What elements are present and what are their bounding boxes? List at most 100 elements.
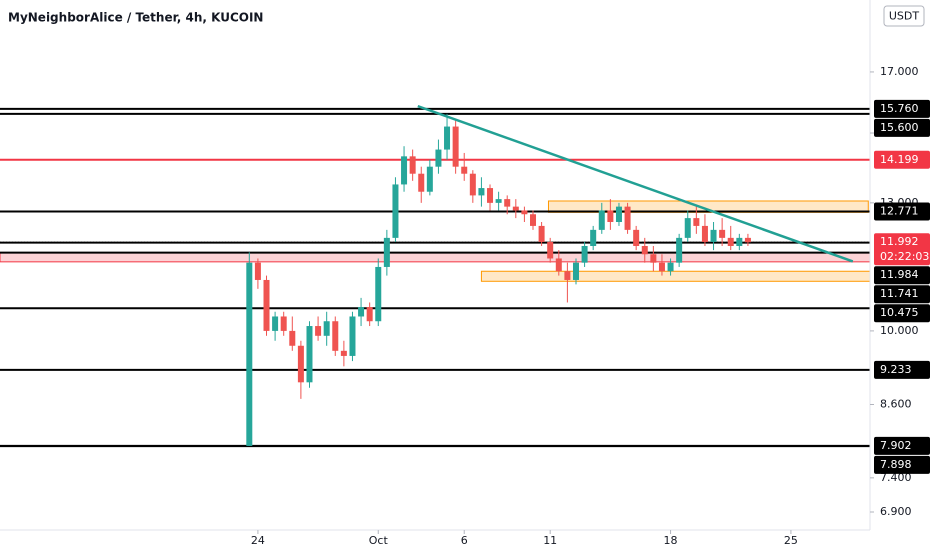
currency-box[interactable] (883, 5, 925, 27)
candle-body (624, 206, 631, 230)
candle-body (452, 126, 459, 167)
candle-body (598, 210, 605, 230)
x-tick-label: 6 (461, 534, 468, 547)
candle-body (246, 262, 253, 446)
candle-body (530, 214, 537, 226)
candle-body (572, 262, 579, 280)
level-label: 9.233 (880, 363, 912, 376)
candle-body (512, 206, 519, 211)
y-tick-label: 7.400 (880, 471, 912, 484)
level-label: 10.475 (880, 306, 919, 319)
level-label: 14.199 (880, 153, 919, 166)
level-label: 7.898 (880, 458, 912, 471)
price-label-box (874, 304, 930, 323)
zone (480, 270, 871, 282)
price-label-box (874, 285, 930, 304)
price-label-box (874, 202, 930, 221)
level-label: 11.984 (880, 268, 919, 281)
price-label-box (874, 436, 930, 455)
candle-body (555, 258, 562, 272)
chart-title: MyNeighborAlice / Tether, 4h, KUCOIN (8, 11, 263, 25)
level-label: 15.760 (880, 102, 919, 115)
candle-body (272, 316, 279, 331)
candle-body (426, 166, 433, 192)
candle-body (383, 237, 390, 267)
candle-body (504, 199, 511, 207)
candle-body (375, 266, 382, 322)
x-tick-label: 24 (251, 534, 265, 547)
x-tick-label: 18 (664, 534, 678, 547)
level-label: 7.902 (880, 439, 912, 452)
candle-body (358, 307, 365, 317)
zone (0, 252, 871, 263)
countdown: 02:22:03 (880, 250, 929, 263)
candle-body (667, 262, 674, 272)
candle-body (590, 229, 597, 247)
candle-body (633, 229, 640, 247)
candle-body (392, 184, 399, 238)
candle-body (349, 316, 356, 356)
candle-body (297, 345, 304, 383)
candle-body (744, 237, 751, 243)
trendline (417, 104, 854, 263)
candle-body (366, 307, 373, 322)
candle-body (676, 237, 683, 263)
candle-body (487, 188, 494, 203)
candle-body (641, 246, 648, 255)
y-tick-label: 6.900 (880, 505, 912, 518)
candle-body (615, 206, 622, 222)
candle-body (280, 316, 287, 331)
candle-body (409, 156, 416, 174)
level-label: 15.600 (880, 121, 919, 134)
candle-body (289, 330, 296, 346)
candle-body (435, 149, 442, 167)
candle-body (710, 229, 717, 242)
candle-body (263, 279, 270, 331)
price-label-box (874, 266, 930, 285)
y-tick-label: 8.600 (880, 398, 912, 411)
candle-body (461, 166, 468, 174)
candle-body (315, 326, 322, 336)
candle-body (340, 350, 347, 356)
candle-body (719, 229, 726, 238)
candle-body (650, 254, 657, 263)
candle-body (607, 210, 614, 222)
candle-body (684, 218, 691, 238)
level-label: 12.771 (880, 205, 919, 218)
y-tick-label: 10.000 (880, 324, 919, 337)
price-label-box (874, 150, 930, 169)
candle-body (469, 173, 476, 196)
price-axis: 17.00015.00013.00010.0008.6007.4006.9001… (870, 65, 930, 518)
candle-body (693, 218, 700, 226)
candle-body (495, 199, 502, 203)
last-price-label: 11.992 (880, 235, 919, 248)
candle-body (581, 246, 588, 263)
x-tick-label: 25 (784, 534, 798, 547)
price-label-box (874, 118, 930, 137)
candle-body (401, 156, 408, 185)
candle-body (306, 326, 313, 383)
level-label: 11.741 (880, 287, 919, 300)
x-tick-label: 11 (543, 534, 557, 547)
price-label-box (874, 455, 930, 474)
plot-area (0, 104, 871, 448)
candle-body (332, 321, 339, 351)
price-label-box (874, 360, 930, 379)
candle-body (727, 237, 734, 247)
candle-body (564, 271, 571, 280)
candle-body (418, 173, 425, 192)
candle-body (658, 262, 665, 272)
y-tick-label: 17.000 (880, 65, 919, 78)
candle-body (736, 237, 743, 247)
price-label-box (874, 99, 930, 118)
candle-body (701, 225, 708, 242)
candle-body (444, 126, 451, 150)
candle-body (478, 188, 485, 196)
currency[interactable]: USDT (889, 10, 920, 23)
candle-body (323, 321, 330, 336)
x-tick-label: Oct (369, 534, 389, 547)
candle-body (547, 241, 554, 259)
price-label-box (874, 233, 930, 266)
